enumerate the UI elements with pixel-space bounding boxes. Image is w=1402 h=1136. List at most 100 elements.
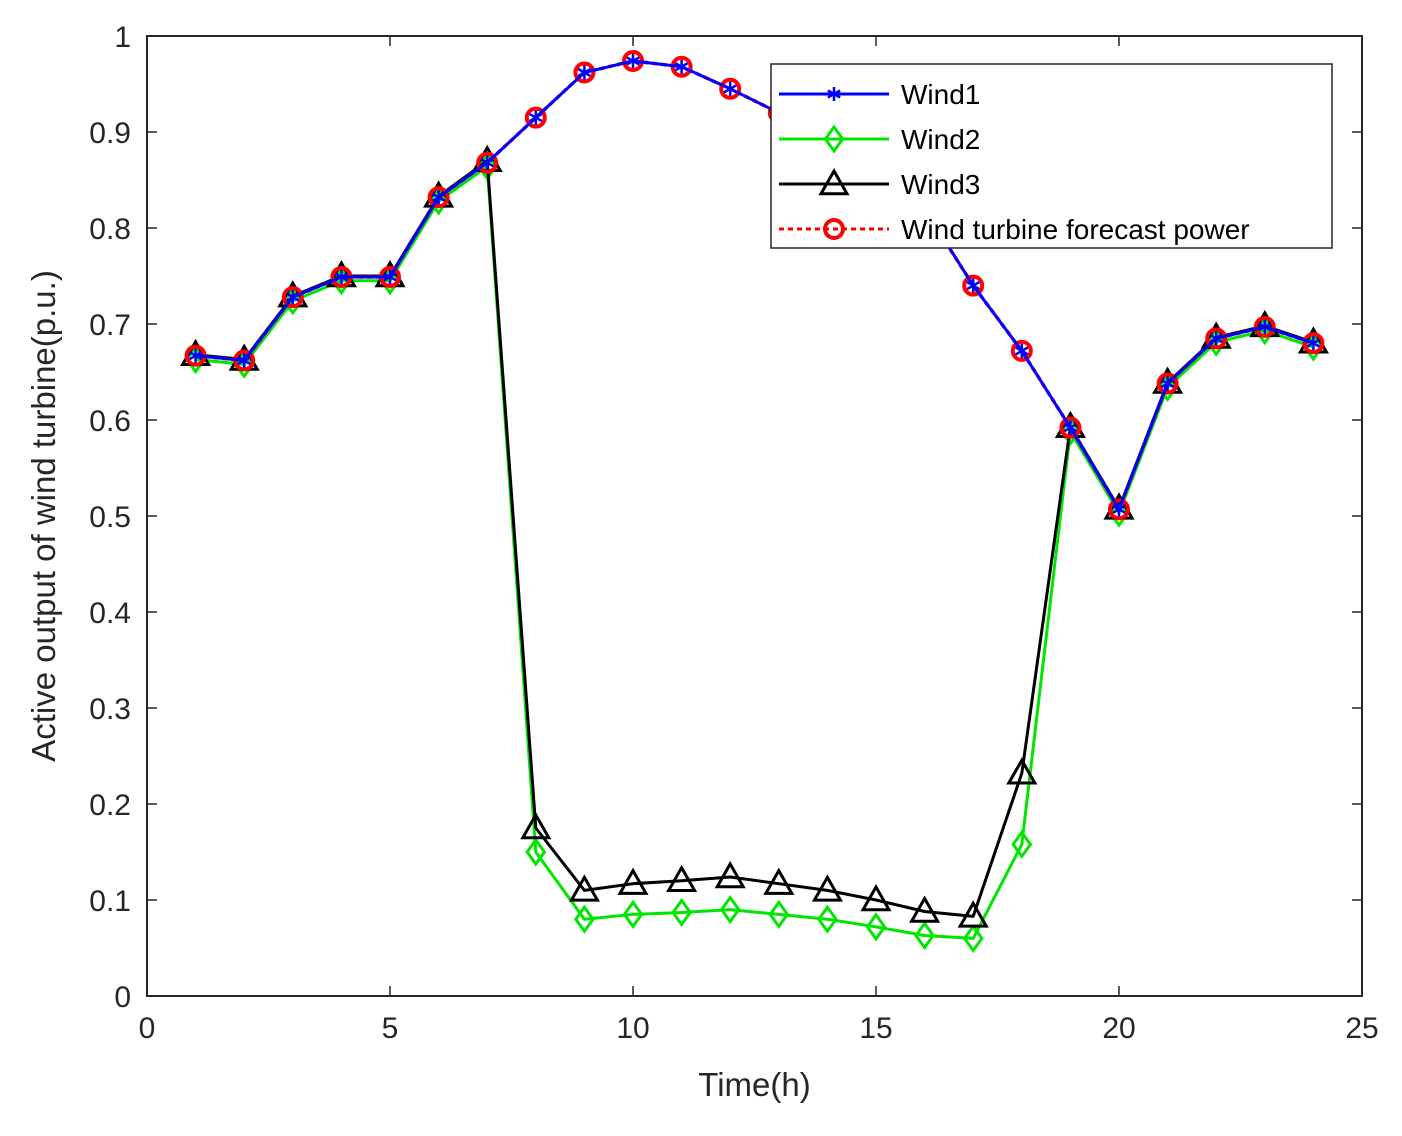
asterisk-point	[674, 59, 689, 74]
asterisk-marker-stroke	[1258, 322, 1272, 332]
circle-marker-shape	[281, 286, 304, 309]
circle-marker-shape	[1108, 498, 1130, 521]
diamond-point	[573, 904, 595, 934]
diamond-marker-shape	[622, 899, 644, 929]
y-tick-label: 1	[114, 21, 131, 54]
circle-point	[476, 151, 499, 174]
circle-marker-shape	[962, 274, 985, 297]
asterisk-point	[1015, 343, 1029, 358]
diamond-point	[865, 912, 887, 942]
x-axis-label: Time(h)	[698, 1066, 810, 1103]
triangle-point	[957, 900, 989, 928]
y-tick-label: 0.3	[89, 693, 131, 726]
asterisk-marker-stroke	[966, 281, 980, 291]
circle-marker-shape	[1156, 372, 1179, 395]
diamond-point	[1011, 829, 1033, 859]
asterisk-marker-stroke	[1209, 333, 1223, 343]
asterisk-marker-stroke	[1160, 378, 1175, 389]
y-tick-label: 0.6	[89, 405, 131, 438]
triangle-point	[666, 864, 698, 893]
legend-item: Wind3	[779, 167, 980, 200]
asterisk-marker-stroke	[237, 355, 251, 366]
diamond-point	[622, 899, 644, 929]
circle-marker-shape	[524, 106, 547, 129]
circle-point	[719, 77, 742, 100]
x-tick-label: 10	[616, 1012, 649, 1045]
diamond-marker-shape	[671, 897, 693, 928]
circle-point	[281, 286, 304, 309]
asterisk-point	[1306, 336, 1321, 351]
asterisk-marker-stroke	[383, 272, 397, 282]
diamond-marker-shape	[962, 923, 984, 953]
axis-ticks: 0 5 10 15 20 25 0 0.1 0.2 0.3 0.4 0.5 0.6 0.7 0.8 0.9 1	[89, 21, 1378, 1045]
asterisk-point	[334, 269, 349, 284]
diamond-marker-shape	[1011, 829, 1033, 859]
diamond-marker-shape	[1059, 416, 1081, 447]
asterisk-marker-stroke	[1306, 338, 1321, 348]
circle-point	[1302, 332, 1325, 355]
asterisk-point	[1112, 502, 1126, 517]
asterisk-marker-stroke	[1063, 423, 1078, 433]
circle-point	[1010, 339, 1033, 362]
y-tick-label: 0	[114, 981, 131, 1014]
diamond-point	[525, 837, 547, 867]
series-layer	[180, 49, 1329, 953]
asterisk-point	[1209, 331, 1223, 346]
triangle-point	[763, 867, 795, 895]
circle-marker-shape	[476, 151, 499, 174]
asterisk-point	[626, 53, 640, 68]
triangle-point	[1006, 757, 1038, 785]
y-tick-label: 0.4	[89, 597, 131, 630]
y-tick-label: 0.9	[89, 117, 131, 150]
legend-box	[770, 63, 1333, 249]
legend-triangle-marker	[818, 167, 850, 196]
diamond-marker-shape	[823, 124, 845, 154]
triangle-marker-shape	[666, 864, 698, 893]
asterisk-point	[383, 269, 397, 284]
diamond-point	[962, 923, 984, 953]
diamond-point	[428, 186, 450, 216]
circle-point	[1253, 315, 1276, 338]
triangle-point	[860, 883, 892, 912]
circle-marker-shape	[823, 218, 845, 240]
asterisk-marker-stroke	[431, 192, 446, 202]
triangle-marker-shape	[811, 874, 843, 902]
asterisk-marker-stroke	[1015, 346, 1029, 356]
y-tick-label: 0.5	[89, 501, 131, 534]
circle-point	[1059, 416, 1082, 439]
asterisk-point	[431, 190, 446, 205]
triangle-marker-shape	[909, 895, 941, 923]
asterisk-marker-stroke	[529, 113, 543, 123]
circle-marker-shape	[1302, 332, 1325, 355]
diamond-point	[1157, 372, 1179, 402]
asterisk-point	[529, 110, 543, 125]
y-tick-label: 0.8	[89, 213, 131, 246]
x-tick-label: 5	[382, 1012, 399, 1045]
circle-marker-shape	[1010, 339, 1033, 362]
legend-asterisk-marker	[827, 87, 841, 101]
triangle-point	[714, 860, 746, 889]
diamond-marker-shape	[573, 904, 595, 934]
circle-marker-shape	[1205, 327, 1228, 350]
triangle-point	[909, 895, 941, 923]
triangle-point	[811, 874, 843, 902]
diamond-marker-shape	[865, 912, 887, 942]
circle-marker-shape	[719, 77, 742, 100]
y-tick-label: 0.1	[89, 885, 131, 918]
asterisk-marker-stroke	[480, 158, 494, 168]
asterisk-point	[577, 65, 592, 80]
diamond-marker-shape	[525, 837, 547, 867]
triangle-marker-shape	[1006, 757, 1038, 785]
circle-point	[573, 61, 596, 84]
diamond-point	[671, 897, 693, 928]
diamond-point	[1108, 498, 1130, 528]
triangle-marker-shape	[714, 860, 746, 889]
circle-point	[1156, 372, 1179, 395]
circle-marker-shape	[427, 186, 450, 209]
diamond-marker-shape	[768, 899, 790, 929]
diamond-marker-shape	[1108, 498, 1130, 528]
triangle-marker-shape	[860, 883, 892, 912]
legend-label: Wind turbine forecast power	[901, 214, 1250, 245]
legend-label: Wind1	[901, 79, 980, 110]
